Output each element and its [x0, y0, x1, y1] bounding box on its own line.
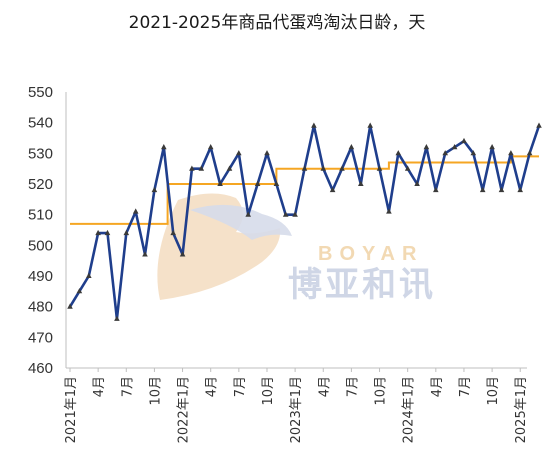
x-tick-label: 4月 — [92, 376, 107, 397]
monthly-point — [498, 186, 505, 193]
monthly-point — [132, 208, 139, 214]
monthly-point — [292, 211, 298, 217]
monthly-point — [358, 180, 364, 186]
monthly-point — [479, 186, 486, 193]
monthly-point — [301, 165, 308, 171]
chart-title: 2021-2025年商品代蛋鸡淘汰日龄，天 — [129, 13, 426, 33]
monthly-point — [264, 150, 270, 156]
monthly-point — [254, 180, 261, 186]
monthly-point — [151, 186, 158, 193]
x-tick-label: 7月 — [458, 376, 473, 397]
watermark-logo-mark — [157, 193, 281, 300]
x-tick-label: 10月 — [261, 376, 276, 406]
x-tick-label: 2021年1月 — [64, 376, 79, 443]
monthly-point — [386, 208, 392, 214]
monthly-point — [470, 150, 477, 156]
monthly-point — [329, 186, 336, 193]
monthly-points — [67, 122, 542, 321]
x-tick-label: 4月 — [205, 376, 220, 397]
y-tick-label: 550 — [28, 84, 53, 101]
x-tick-label: 7月 — [233, 376, 248, 397]
monthly-point — [207, 144, 214, 150]
monthly-point — [76, 288, 83, 294]
x-tick-label: 7月 — [345, 376, 360, 397]
x-tick-label: 2022年1月 — [177, 376, 192, 443]
monthly-point — [123, 229, 130, 236]
monthly-point — [217, 180, 223, 186]
monthly-point — [367, 122, 373, 128]
monthly-point — [236, 150, 242, 156]
monthly-point — [104, 229, 111, 236]
monthly-point — [376, 165, 383, 171]
monthly-point — [395, 150, 402, 156]
monthly-point — [198, 165, 205, 171]
monthly-point — [508, 150, 514, 156]
x-tick-label: 2024年1月 — [402, 376, 417, 443]
monthly-point — [414, 180, 420, 186]
y-tick-label: 470 — [28, 329, 53, 346]
watermark-cjk: 博亚和讯 — [288, 265, 436, 305]
y-tick-label: 540 — [28, 115, 53, 132]
x-tick-label: 10月 — [148, 376, 163, 406]
monthly-point — [526, 150, 533, 156]
x-axis-ticks: 2021年1月 4月 7月 10月 2022年1月 4月 7月 10月 2023年1月 4月 7月 1… — [64, 368, 529, 443]
monthly-point — [86, 272, 92, 278]
watermark-latin: BOYAR — [318, 243, 423, 265]
x-tick-label: 10月 — [486, 376, 501, 406]
y-axis-ticks: 460 470 480 490 500 510 520 530 540 550 — [28, 84, 53, 377]
x-tick-label: 10月 — [374, 376, 389, 406]
monthly-point — [339, 165, 345, 171]
monthly-point — [67, 303, 73, 309]
x-tick-label: 2025年1月 — [514, 376, 529, 443]
monthly-point — [273, 180, 280, 186]
monthly-point — [161, 144, 167, 150]
y-tick-label: 520 — [28, 176, 53, 193]
monthly-point — [320, 165, 327, 171]
monthly-point — [179, 251, 186, 257]
monthly-point — [404, 165, 411, 171]
axes — [65, 92, 527, 369]
monthly-point — [423, 144, 430, 150]
watermark-bird-icon — [190, 204, 292, 240]
monthly-point — [170, 229, 176, 236]
monthly-point — [311, 122, 317, 128]
monthly-point — [245, 211, 251, 217]
y-tick-label: 480 — [28, 299, 53, 316]
monthly-point — [442, 150, 448, 156]
y-tick-label: 510 — [28, 207, 53, 224]
x-tick-label: 2023年1月 — [289, 376, 304, 443]
monthly-point — [536, 122, 542, 128]
monthly-point — [461, 137, 467, 144]
monthly-point — [433, 186, 439, 193]
monthly-point — [189, 165, 195, 171]
monthly-point — [226, 165, 233, 171]
monthly-point — [517, 186, 523, 193]
monthly-point — [114, 315, 120, 321]
monthly-point — [282, 211, 289, 217]
monthly-point — [451, 144, 458, 150]
x-tick-label: 7月 — [120, 376, 135, 397]
monthly-point — [142, 251, 148, 257]
monthly-point — [489, 144, 495, 150]
y-tick-label: 530 — [28, 145, 53, 162]
boyar-watermark: BOYAR 博亚和讯 — [157, 193, 436, 305]
y-tick-label: 490 — [28, 268, 53, 285]
x-tick-label: 4月 — [317, 376, 332, 397]
monthly-point — [95, 229, 101, 236]
monthly-point — [348, 144, 355, 150]
y-tick-label: 500 — [28, 237, 53, 254]
y-tick-label: 460 — [28, 360, 53, 377]
x-tick-label: 4月 — [430, 376, 445, 397]
